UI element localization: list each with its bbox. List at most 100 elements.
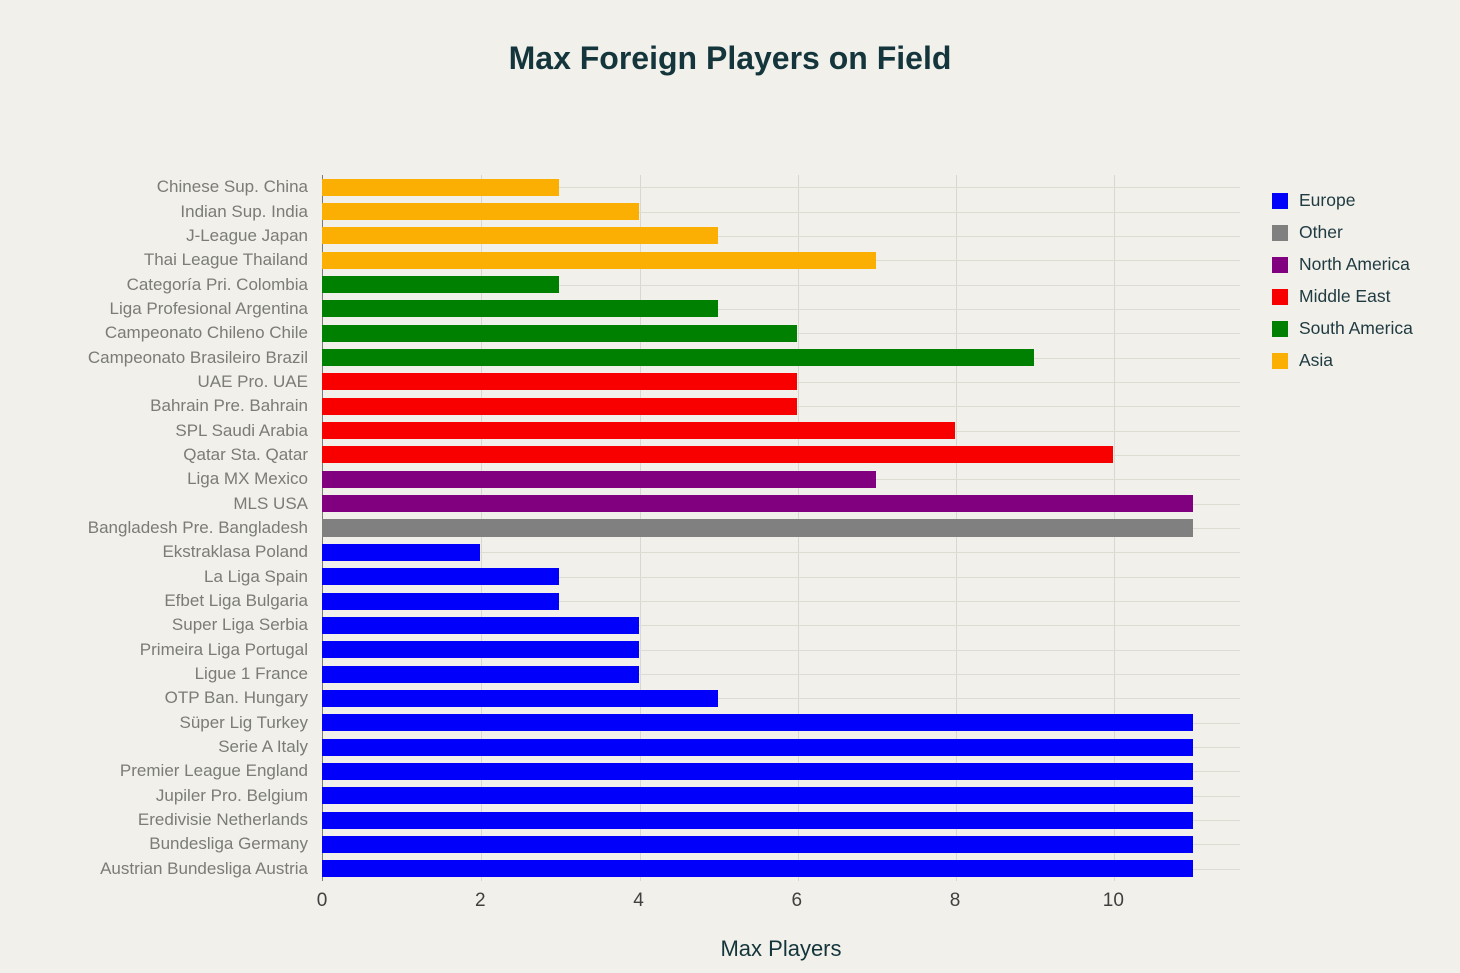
bar-track [322, 418, 1240, 442]
category-label: Campeonato Brasileiro Brazil [87, 347, 308, 367]
bar-track [322, 443, 1240, 467]
bar-track [322, 711, 1240, 735]
bar-track [322, 467, 1240, 491]
legend-label: South America [1299, 318, 1413, 338]
bar-track [322, 832, 1240, 856]
category-label: MLS USA [233, 493, 308, 513]
legend-swatch [1272, 288, 1288, 305]
category-label: La Liga Spain [204, 566, 308, 586]
category-label: Ekstraklasa Poland [162, 542, 308, 562]
x-axis-ticks: 0 2 4 6 8 10 [317, 890, 1240, 916]
category-label: Bundesliga Germany [149, 834, 308, 854]
category-label: Primeira Liga Portugal [139, 639, 308, 659]
bar-row: Qatar Sta. Qatar [0, 443, 1240, 467]
bar-track [322, 516, 1240, 540]
bar-track [322, 589, 1240, 613]
bar-row: Süper Lig Turkey [0, 711, 1240, 735]
bar-row: OTP Ban. Hungary [0, 686, 1240, 710]
bar [322, 811, 1193, 829]
category-label: Super Liga Serbia [171, 615, 308, 635]
category-label: Thai League Thailand [143, 250, 308, 270]
bar-row: Ligue 1 France [0, 662, 1240, 686]
category-label: Süper Lig Turkey [179, 712, 308, 732]
bar-track [322, 613, 1240, 637]
category-label: OTP Ban. Hungary [164, 688, 308, 708]
bar [322, 446, 1114, 464]
bar-track [322, 735, 1240, 759]
legend-swatch [1272, 224, 1288, 241]
bar-track [322, 272, 1240, 296]
bar-row: Bahrain Pre. Bahrain [0, 394, 1240, 418]
category-label: SPL Saudi Arabia [175, 420, 308, 440]
bar [322, 470, 876, 488]
bar-row: Categoría Pri. Colombia [0, 272, 1240, 296]
bar [322, 300, 718, 318]
bar-rows: Chinese Sup. China Indian Sup. India J-Lea… [0, 175, 1240, 881]
bar-row: Super Liga Serbia [0, 613, 1240, 637]
bar-row: SPL Saudi Arabia [0, 418, 1240, 442]
bar-track [322, 345, 1240, 369]
bar [322, 519, 1193, 537]
x-tick-label: 10 [1102, 890, 1124, 911]
bar [322, 373, 797, 391]
bar-track [322, 759, 1240, 783]
category-label: Austrian Bundesliga Austria [100, 858, 308, 878]
category-label: Qatar Sta. Qatar [183, 444, 308, 464]
legend-label: Asia [1299, 350, 1334, 370]
category-label: Campeonato Chileno Chile [104, 323, 308, 343]
bar-row: J-League Japan [0, 224, 1240, 248]
category-label: Eredivisie Netherlands [137, 810, 308, 830]
x-axis-label: Max Players [720, 936, 842, 961]
legend-item: Other [1272, 222, 1413, 243]
bar [322, 616, 639, 634]
category-label: Efbet Liga Bulgaria [164, 591, 308, 611]
category-label: Bahrain Pre. Bahrain [150, 396, 308, 416]
legend: Europe Other North America Middle East South… [1272, 190, 1413, 371]
bar [322, 592, 560, 610]
category-label: J-League Japan [186, 225, 308, 245]
category-label: Premier League England [119, 761, 308, 781]
legend-swatch [1272, 192, 1288, 209]
bar-track [322, 199, 1240, 223]
bar-row: Primeira Liga Portugal [0, 638, 1240, 662]
legend-label: Other [1299, 222, 1343, 242]
bar-track [322, 808, 1240, 832]
legend-item: Middle East [1272, 286, 1413, 307]
category-label: Ligue 1 France [194, 664, 308, 684]
bar-row: Thai League Thailand [0, 248, 1240, 272]
chart-title: Max Foreign Players on Field [508, 40, 952, 76]
category-label: Liga Profesional Argentina [109, 298, 308, 318]
bar-track [322, 321, 1240, 345]
bar-row: Bundesliga Germany [0, 832, 1240, 856]
bar [322, 641, 639, 659]
bar-track [322, 175, 1240, 199]
category-label: UAE Pro. UAE [197, 371, 308, 391]
bar-track [322, 565, 1240, 589]
legend-item: Asia [1272, 350, 1413, 371]
bar-track [322, 248, 1240, 272]
bar-row: Indian Sup. India [0, 199, 1240, 223]
x-tick-label: 0 [316, 890, 328, 911]
bar [322, 787, 1193, 805]
bar-row: Chinese Sup. China [0, 175, 1240, 199]
bar [322, 203, 639, 221]
bar-track [322, 686, 1240, 710]
bar [322, 568, 560, 586]
bar [322, 495, 1193, 513]
bar-track [322, 662, 1240, 686]
bar-row: UAE Pro. UAE [0, 370, 1240, 394]
x-tick-label: 2 [474, 890, 486, 911]
bar [322, 835, 1193, 853]
bar [322, 178, 560, 196]
bar-track [322, 394, 1240, 418]
bar-track [322, 224, 1240, 248]
bar-row: Eredivisie Netherlands [0, 808, 1240, 832]
x-tick-label: 8 [949, 890, 961, 911]
bar-track [322, 491, 1240, 515]
category-label: Chinese Sup. China [156, 177, 308, 197]
x-tick-label: 6 [791, 890, 803, 911]
legend-item: North America [1272, 254, 1413, 275]
bar-row: MLS USA [0, 491, 1240, 515]
bar-row: Ekstraklasa Poland [0, 540, 1240, 564]
bar-row: Campeonato Brasileiro Brazil [0, 345, 1240, 369]
